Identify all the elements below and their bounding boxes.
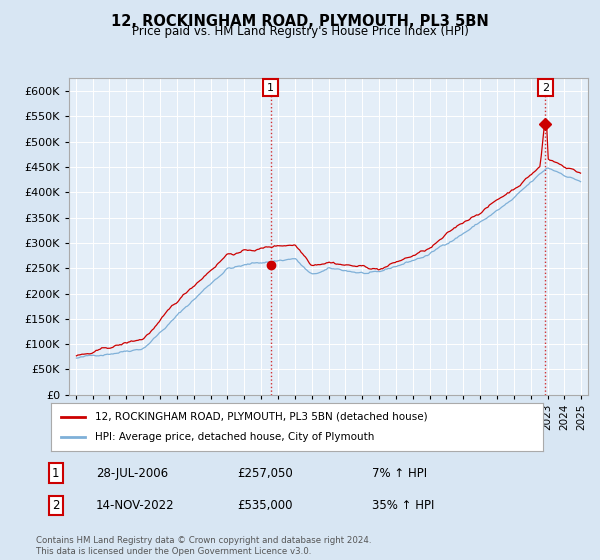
Text: 12, ROCKINGHAM ROAD, PLYMOUTH, PL3 5BN: 12, ROCKINGHAM ROAD, PLYMOUTH, PL3 5BN xyxy=(111,14,489,29)
Text: 14-NOV-2022: 14-NOV-2022 xyxy=(96,499,175,512)
Text: £257,050: £257,050 xyxy=(237,466,293,480)
Text: 7% ↑ HPI: 7% ↑ HPI xyxy=(372,466,427,480)
Text: 12, ROCKINGHAM ROAD, PLYMOUTH, PL3 5BN (detached house): 12, ROCKINGHAM ROAD, PLYMOUTH, PL3 5BN (… xyxy=(95,412,428,422)
Text: Contains HM Land Registry data © Crown copyright and database right 2024.
This d: Contains HM Land Registry data © Crown c… xyxy=(36,536,371,556)
Text: 35% ↑ HPI: 35% ↑ HPI xyxy=(372,499,434,512)
Text: Price paid vs. HM Land Registry's House Price Index (HPI): Price paid vs. HM Land Registry's House … xyxy=(131,25,469,38)
Text: 28-JUL-2006: 28-JUL-2006 xyxy=(96,466,168,480)
Text: 2: 2 xyxy=(52,499,59,512)
Text: 1: 1 xyxy=(267,82,274,92)
Text: HPI: Average price, detached house, City of Plymouth: HPI: Average price, detached house, City… xyxy=(95,432,374,442)
Text: 2: 2 xyxy=(542,82,549,92)
Text: 1: 1 xyxy=(52,466,59,480)
Text: £535,000: £535,000 xyxy=(237,499,293,512)
